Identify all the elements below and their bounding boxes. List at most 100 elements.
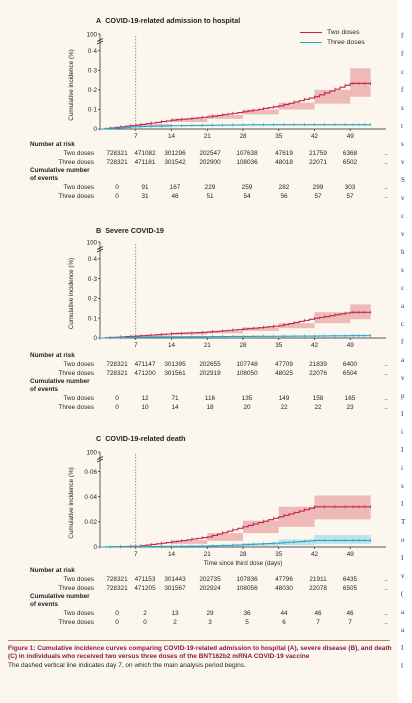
side-column-fragment: f xyxy=(401,32,404,40)
p0-y-tick-label: 0·4 xyxy=(88,48,98,55)
p1-ci-band-two-doses xyxy=(100,304,371,338)
p2-x-tick-label: 7 xyxy=(134,551,138,558)
side-column-fragment: S xyxy=(401,176,405,184)
at-risk-value: 301561 xyxy=(164,369,186,377)
p0-axis-break-mark xyxy=(96,40,104,45)
at-risk-value: 107638 xyxy=(236,150,258,157)
p0-y-tick-label: 0 xyxy=(93,126,97,133)
p0-x-tick-label: 7 xyxy=(134,133,138,140)
at-risk-value: 21759 xyxy=(309,150,327,157)
events-value: 54 xyxy=(243,192,251,200)
events-value: 6 xyxy=(282,618,286,626)
side-column-fragment: a xyxy=(401,608,405,616)
events-value: 0 xyxy=(115,192,119,200)
events-value: 91 xyxy=(141,184,149,191)
legend-line-three-doses xyxy=(300,41,322,43)
side-column-fragment: h xyxy=(401,248,405,256)
events-value: 23 xyxy=(346,403,354,411)
caption-rule xyxy=(8,640,390,641)
side-column-fragment: v xyxy=(401,194,405,202)
events-value: .. xyxy=(384,403,388,411)
side-column-fragment: c xyxy=(401,320,405,328)
risk-header: Number at risk xyxy=(30,352,75,359)
at-risk-value: .. xyxy=(384,361,388,368)
side-column-fragment: a xyxy=(401,302,405,310)
at-risk-value: 301443 xyxy=(164,576,186,583)
side-column-fragment: I xyxy=(401,500,404,508)
at-risk-value: .. xyxy=(384,576,388,583)
side-column-fragment: f xyxy=(401,50,404,58)
figure: A COVID-19-related admission to hospital … xyxy=(0,0,398,703)
p0-ci-band-two-doses xyxy=(100,68,371,129)
events-value: 10 xyxy=(141,403,149,411)
events-value: .. xyxy=(384,192,388,200)
p2-axis-break-mark xyxy=(96,456,104,460)
p2-x-tick-label: 14 xyxy=(168,551,176,558)
side-column-fragment: v xyxy=(401,572,405,580)
at-risk-value: 6505 xyxy=(342,584,358,592)
events-value: 2 xyxy=(173,618,177,626)
at-risk-value: 21839 xyxy=(309,361,327,368)
legend-line-two-doses xyxy=(300,31,322,33)
events-value: .. xyxy=(384,395,388,402)
side-column-fragment: s xyxy=(401,140,404,148)
side-column-fragment: v xyxy=(401,374,405,382)
p2-ci-band-three-doses xyxy=(100,535,371,547)
events-value: 299 xyxy=(312,184,324,191)
at-risk-value: 202655 xyxy=(199,361,221,368)
events-value: 51 xyxy=(206,192,214,200)
at-risk-value: 202735 xyxy=(199,576,221,583)
at-risk-value: 471147 xyxy=(134,361,156,368)
events-value: 167 xyxy=(169,184,181,191)
events-row-label: Two doses xyxy=(63,610,94,617)
events-value: 149 xyxy=(278,395,290,402)
at-risk-value: 471205 xyxy=(134,584,156,592)
events-value: 44 xyxy=(280,610,288,617)
p1-y-axis-label: Cumulative incidence (%) xyxy=(68,258,75,329)
legend-label-three-doses: Three doses xyxy=(327,39,365,46)
p1-x-tick-label: 21 xyxy=(204,342,212,349)
p0-y-tick-label: 0·2 xyxy=(88,87,98,94)
at-risk-value: 728321 xyxy=(106,576,128,583)
side-column-fragment: I xyxy=(401,644,404,652)
at-risk-value: 107748 xyxy=(236,361,258,368)
at-risk-value: 301395 xyxy=(164,361,186,368)
at-risk-value: 6502 xyxy=(342,158,358,166)
at-risk-value: 6435 xyxy=(342,576,358,583)
p2-cumulative-line-two-doses xyxy=(100,506,371,548)
at-risk-value: 22078 xyxy=(309,584,327,592)
side-column-fragment: t xyxy=(401,122,403,130)
at-risk-value: 6368 xyxy=(342,150,358,157)
p1-y-tick-label: 0·2 xyxy=(88,296,98,303)
side-column-fragment: c xyxy=(401,212,405,220)
events-value: 46 xyxy=(346,610,354,617)
at-risk-value: 728321 xyxy=(106,361,128,368)
at-risk-value: 108056 xyxy=(236,584,258,592)
p0-y-tick-label: 0·1 xyxy=(88,107,98,114)
events-value: 36 xyxy=(243,610,251,617)
p2-y-tick-label: 0 xyxy=(93,544,97,551)
panel-b-chart: 100 0 0·1 0·2 0·3 0·4 7 14 21 28 35 42 49 Cumulative … xyxy=(68,240,386,349)
at-risk-value: 21911 xyxy=(309,576,327,583)
risk-row-label: Two doses xyxy=(63,361,94,368)
p1-axis-break-mark xyxy=(96,248,104,253)
events-value: 303 xyxy=(344,184,356,191)
p0-x-tick-label: 42 xyxy=(311,133,319,140)
events-header-line2: of events xyxy=(30,601,59,608)
at-risk-value: 48025 xyxy=(275,369,293,377)
p1-y-tick-label-100: 100 xyxy=(86,240,97,247)
at-risk-value: 47709 xyxy=(275,361,293,368)
events-value: 165 xyxy=(344,395,356,402)
events-value: 14 xyxy=(171,403,179,411)
risk-row-label: Two doses xyxy=(63,150,94,157)
caption-title: Cumulative incidence curves comparing CO… xyxy=(8,645,392,661)
events-value: 116 xyxy=(204,395,216,402)
at-risk-value: 471200 xyxy=(134,369,156,377)
events-row-label: Three doses xyxy=(58,403,94,411)
at-risk-value: 202919 xyxy=(199,369,221,377)
events-value: 22 xyxy=(280,403,288,411)
caption-note: The dashed vertical line indicates day 7… xyxy=(8,662,246,670)
at-risk-value: 22071 xyxy=(309,158,327,166)
events-value: 22 xyxy=(314,403,322,411)
at-risk-value: 471181 xyxy=(134,158,156,166)
